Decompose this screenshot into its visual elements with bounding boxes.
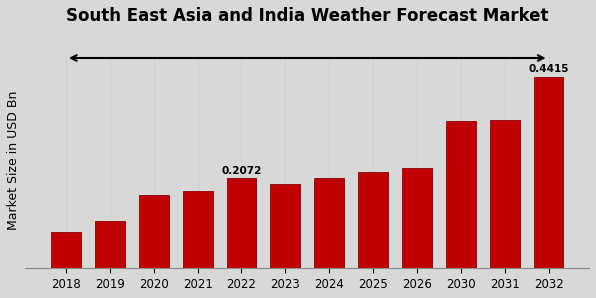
- Bar: [490, 119, 520, 268]
- Title: South East Asia and India Weather Forecast Market: South East Asia and India Weather Foreca…: [66, 7, 548, 25]
- Bar: [226, 179, 256, 268]
- Bar: [446, 121, 476, 268]
- Bar: [183, 191, 213, 268]
- Bar: [95, 221, 125, 268]
- Bar: [533, 77, 563, 268]
- Bar: [139, 195, 169, 268]
- Text: 0.4415: 0.4415: [528, 64, 569, 74]
- Bar: [51, 232, 81, 268]
- Bar: [402, 168, 432, 268]
- Bar: [358, 172, 388, 268]
- Bar: [314, 178, 344, 268]
- Bar: [271, 184, 300, 268]
- Text: 0.2072: 0.2072: [221, 166, 262, 176]
- Y-axis label: Market Size in USD Bn: Market Size in USD Bn: [7, 90, 20, 229]
